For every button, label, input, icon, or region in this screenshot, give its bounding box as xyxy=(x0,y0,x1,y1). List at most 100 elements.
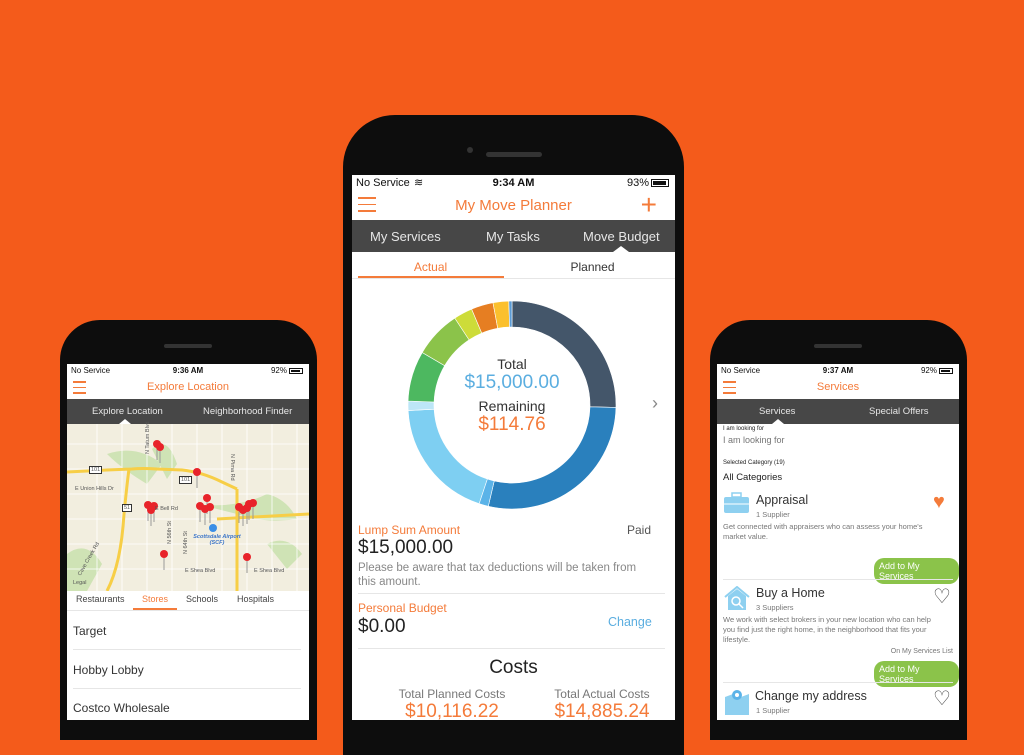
carrier: No Service xyxy=(71,366,111,375)
donut-remaining-label: Remaining xyxy=(478,398,546,414)
map-pin[interactable] xyxy=(243,504,251,512)
speaker xyxy=(486,152,542,157)
battery-icon xyxy=(651,179,669,187)
service-description: Get connected with appraisers who can as… xyxy=(723,522,923,541)
category-restaurants[interactable]: Restaurants xyxy=(76,594,125,604)
search-input[interactable] xyxy=(723,435,923,445)
map-pin[interactable] xyxy=(243,553,251,561)
search-label: I am looking for xyxy=(723,426,765,432)
highway-shield: 101 xyxy=(89,466,103,474)
speaker xyxy=(814,344,862,348)
time: 9:34 AM xyxy=(492,177,535,189)
map-pin[interactable] xyxy=(203,494,211,502)
map-label: E Shea Blvd xyxy=(254,568,285,574)
place-item[interactable]: Hobby Lobby xyxy=(73,663,144,677)
camera xyxy=(467,147,473,153)
service-name: Change my address xyxy=(755,689,867,703)
hamburger-icon[interactable] xyxy=(73,381,86,399)
donut-segment xyxy=(508,300,513,328)
category-hospitals[interactable]: Hospitals xyxy=(237,594,275,604)
budget-donut-chart xyxy=(407,300,617,510)
battery-icon xyxy=(939,368,953,374)
page-title: Explore Location xyxy=(147,381,229,393)
actual-costs-value: $14,885.24 xyxy=(554,701,650,720)
carrier: No Service xyxy=(721,366,761,375)
personal-budget-label: Personal Budget xyxy=(358,601,447,615)
tab-explore-location[interactable]: Explore Location xyxy=(92,406,163,417)
map-label: N Tatum Blvd xyxy=(145,421,151,454)
right-screen: No Service 9:37 AM 92% Services Services… xyxy=(717,364,959,720)
heart-outline-icon[interactable]: ♡ xyxy=(933,586,951,608)
map-pin[interactable] xyxy=(147,506,155,514)
map-label: Scottsdale Airport (SCF) xyxy=(193,534,241,546)
subtab-planned[interactable]: Planned xyxy=(570,260,615,274)
legal-link[interactable]: Legal xyxy=(73,580,87,586)
map-pin[interactable] xyxy=(156,443,164,451)
costs-title: Costs xyxy=(489,657,538,678)
category-stores[interactable]: Stores xyxy=(142,594,169,604)
tab-my-tasks[interactable]: My Tasks xyxy=(486,229,540,244)
map-pin-icon xyxy=(725,690,749,715)
heart-outline-icon[interactable]: ♡ xyxy=(933,688,951,710)
map-label: E Union Hills Dr xyxy=(75,486,114,492)
speaker xyxy=(164,344,212,348)
battery-icon xyxy=(289,368,303,374)
map-label: E Shea Blvd xyxy=(185,568,216,574)
service-name: Appraisal xyxy=(756,493,809,507)
add-to-my-services-button[interactable]: Add to My Services xyxy=(874,558,959,584)
category-select[interactable]: All Categories xyxy=(723,472,783,483)
lump-sum-amount: $15,000.00 xyxy=(358,537,454,558)
center-screen: No Service ≋ 9:34 AM 93% My Move Planner … xyxy=(352,175,675,720)
left-screen: No Service 9:36 AM 92% Explore Location … xyxy=(67,364,309,720)
map[interactable] xyxy=(67,424,309,591)
donut-total-value: $15,000.00 xyxy=(464,372,560,393)
donut-remaining-value: $114.76 xyxy=(478,414,546,435)
lump-sum-note: Please be aware that tax deductions will… xyxy=(358,562,637,588)
battery-level: 92% xyxy=(920,366,937,375)
service-suppliers: 1 Supplier xyxy=(756,510,790,519)
highway-shield: 51 xyxy=(122,504,133,512)
page-title: My Move Planner xyxy=(455,197,572,214)
hamburger-icon[interactable] xyxy=(358,197,376,217)
tab-move-budget[interactable]: Move Budget xyxy=(583,229,660,244)
map-pin[interactable] xyxy=(249,499,257,507)
personal-budget-amount: $0.00 xyxy=(358,616,406,637)
add-to-my-services-button[interactable]: Add to My Services xyxy=(874,661,959,687)
tab-neighborhood-finder[interactable]: Neighborhood Finder xyxy=(203,406,293,417)
map-label: N 64th St xyxy=(183,531,189,554)
hamburger-icon[interactable] xyxy=(723,381,736,399)
service-tabs: Services Special Offers xyxy=(717,399,959,424)
category-schools[interactable]: Schools xyxy=(186,594,219,604)
map-label: N Pima Rd xyxy=(229,454,235,481)
planned-costs-label: Total Planned Costs xyxy=(398,687,506,701)
briefcase-icon xyxy=(724,492,749,513)
chevron-right-icon[interactable]: › xyxy=(652,393,658,413)
tab-special-offers[interactable]: Special Offers xyxy=(869,406,929,417)
map-pin[interactable] xyxy=(193,468,201,476)
time: 9:37 AM xyxy=(822,366,854,375)
tab-my-services[interactable]: My Services xyxy=(370,229,441,244)
house-search-icon xyxy=(724,586,750,610)
actual-costs-label: Total Actual Costs xyxy=(554,687,650,701)
location-tabs: Explore Location Neighborhood Finder xyxy=(67,399,309,424)
on-my-services-note: On My Services List xyxy=(890,648,953,655)
map-label: Cave Creek Rd xyxy=(77,541,102,577)
service-suppliers: 1 Supplier xyxy=(756,706,790,715)
map-label: E Bell Rd xyxy=(155,506,178,512)
place-item[interactable]: Costco Wholesale xyxy=(73,701,170,715)
subtab-underline xyxy=(358,276,504,278)
status-bar: No Service 9:37 AM 92% xyxy=(717,364,959,379)
heart-filled-icon[interactable]: ♥ xyxy=(933,491,945,513)
place-item[interactable]: Target xyxy=(73,624,107,638)
plus-icon[interactable]: + xyxy=(640,189,657,220)
time: 9:36 AM xyxy=(172,366,204,375)
lump-sum-status: Paid xyxy=(627,523,652,537)
change-link[interactable]: Change xyxy=(608,615,652,629)
highway-shield: 101 xyxy=(179,476,193,484)
tab-services[interactable]: Services xyxy=(759,406,796,417)
subtab-actual[interactable]: Actual xyxy=(413,260,448,274)
map-pin[interactable] xyxy=(160,550,168,558)
map-pin[interactable] xyxy=(201,505,209,513)
battery-level: 92% xyxy=(270,366,287,375)
battery-level: 93% xyxy=(626,177,649,189)
